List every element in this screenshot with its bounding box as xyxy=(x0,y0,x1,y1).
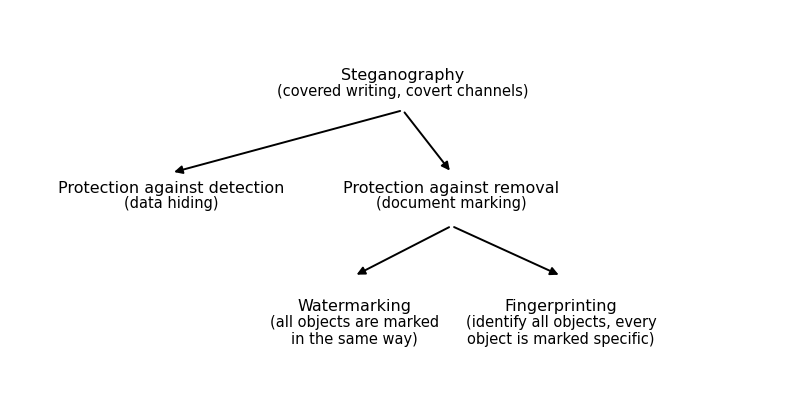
Text: (document marking): (document marking) xyxy=(376,196,527,211)
Text: (all objects are marked
in the same way): (all objects are marked in the same way) xyxy=(270,314,439,347)
Text: Fingerprinting: Fingerprinting xyxy=(505,299,618,313)
Text: (covered writing, covert channels): (covered writing, covert channels) xyxy=(277,83,528,98)
Text: (identify all objects, every
object is marked specific): (identify all objects, every object is m… xyxy=(466,314,656,347)
Text: Steganography: Steganography xyxy=(341,68,465,83)
Text: Protection against detection: Protection against detection xyxy=(58,180,285,195)
Text: Watermarking: Watermarking xyxy=(297,299,411,313)
Text: Protection against removal: Protection against removal xyxy=(343,180,560,195)
Text: (data hiding): (data hiding) xyxy=(124,196,219,211)
